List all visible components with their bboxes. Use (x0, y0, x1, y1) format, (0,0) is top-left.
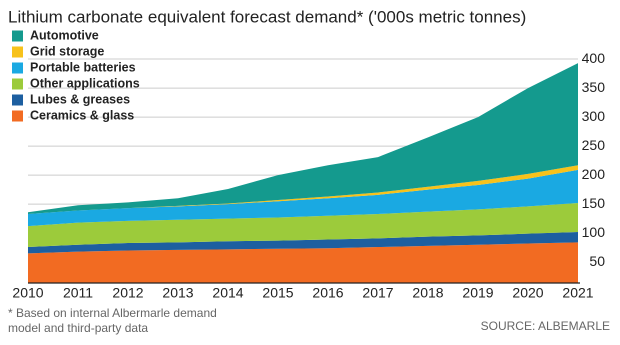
legend-swatch (12, 94, 23, 106)
y-tick-label: 250 (582, 137, 606, 153)
x-tick-label: 2015 (262, 285, 293, 301)
source: SOURCE: ALBEMARLE (481, 319, 610, 333)
area (28, 63, 578, 214)
area (28, 242, 578, 283)
legend-swatch (12, 110, 23, 122)
x-tick-label: 2021 (562, 285, 593, 301)
x-tick-label: 2017 (362, 285, 393, 301)
legend-swatch (12, 78, 23, 90)
x-tick-label: 2011 (63, 285, 93, 301)
legend-swatch (12, 62, 23, 74)
footnote: model and third-party data (8, 321, 148, 335)
y-tick-label: 50 (589, 253, 605, 269)
x-tick-label: 2020 (512, 285, 543, 301)
area (28, 202, 578, 248)
y-tick-label: 200 (582, 166, 606, 182)
y-tick-label: 150 (582, 195, 606, 211)
legend-label: Automotive (30, 28, 99, 42)
legend-label: Portable batteries (30, 60, 136, 74)
area (28, 231, 578, 254)
x-tick-label: 2010 (12, 285, 43, 301)
legend-label: Grid storage (30, 44, 104, 58)
y-tick-label: 400 (582, 50, 606, 66)
legend-label: Lubes & greases (30, 92, 130, 106)
legend-swatch (12, 46, 23, 58)
x-tick-label: 2018 (412, 285, 443, 301)
legend-swatch (12, 30, 23, 42)
legend-label: Other applications (30, 76, 140, 90)
y-tick-label: 350 (582, 79, 606, 95)
y-tick-label: 100 (582, 224, 606, 240)
legend-label: Ceramics & glass (30, 108, 134, 122)
y-tick-label: 300 (582, 108, 606, 124)
x-tick-label: 2019 (462, 285, 493, 301)
x-tick-label: 2013 (162, 285, 193, 301)
area (28, 169, 578, 227)
footnote: * Based on internal Albermarle demand (8, 306, 217, 320)
x-tick-label: 2014 (212, 285, 243, 301)
x-tick-label: 2016 (312, 285, 343, 301)
chart-title: Lithium carbonate equivalent forecast de… (8, 7, 526, 26)
x-tick-label: 2012 (112, 285, 143, 301)
